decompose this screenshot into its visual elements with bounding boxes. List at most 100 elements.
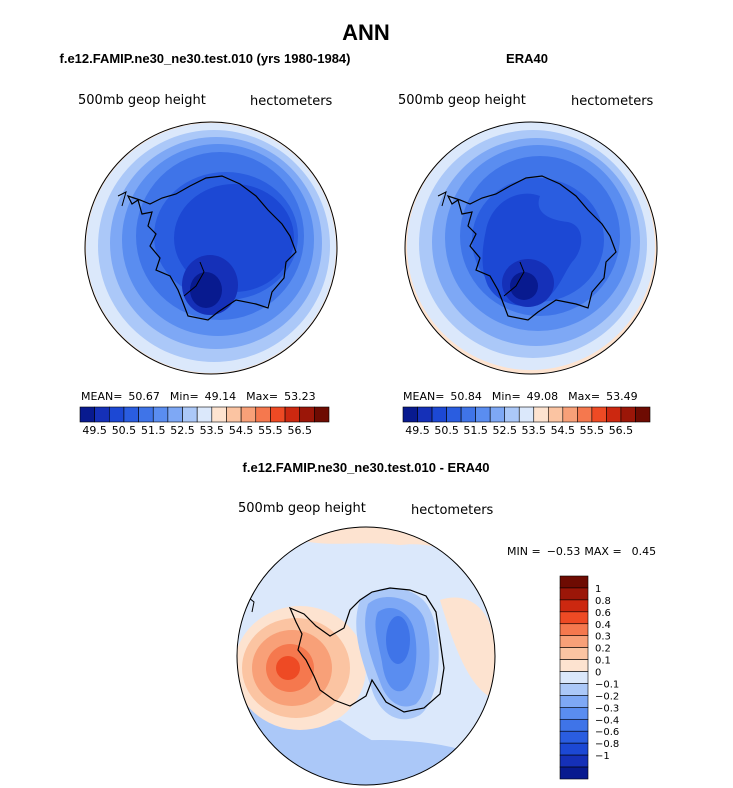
colorbar-swatch <box>402 406 418 423</box>
colorbar-tick-label: −0.1 <box>595 679 619 690</box>
colorbar-tick-label: 49.5 <box>405 424 430 437</box>
colorbar-tick-label: 56.5 <box>287 424 312 437</box>
colorbar-tick-label: 1 <box>595 584 601 595</box>
colorbar-swatch <box>559 623 589 637</box>
colorbar-swatch <box>559 766 589 780</box>
colorbar-swatch <box>446 406 462 423</box>
colorbar-swatch <box>559 599 589 613</box>
map-outline <box>84 121 338 375</box>
colorbar-tick-label: 51.5 <box>463 424 488 437</box>
panel-obs-stats: MEAN= 50.84 Min= 49.08 Max= 53.49 <box>403 390 638 403</box>
colorbar-swatch <box>562 406 578 423</box>
colorbar-tick-label: 50.5 <box>112 424 137 437</box>
panel-obs: ERA40 500mb geop height hectometers MEAN… <box>398 51 658 437</box>
colorbar-swatch <box>547 406 564 423</box>
colorbar-swatch <box>226 406 242 423</box>
colorbar-swatch <box>533 406 549 423</box>
colorbar-swatch <box>559 635 589 648</box>
colorbar-swatch <box>431 406 447 423</box>
colorbar-tick-label: −0.2 <box>595 691 619 702</box>
panel-diff: f.e12.FAMIP.ne30_ne30.test.010 - ERA40 5… <box>236 460 656 786</box>
colorbar-swatch <box>559 707 589 720</box>
colorbar-tick-label: 0.1 <box>595 656 611 667</box>
colorbar-tick-label: 55.5 <box>258 424 283 437</box>
colorbar-swatch <box>635 406 651 423</box>
panel-model-left-label: 500mb geop height <box>78 93 206 108</box>
panel-model: f.e12.FAMIP.ne30_ne30.test.010 (yrs 1980… <box>60 51 351 437</box>
colorbar-swatch <box>152 406 169 423</box>
colorbar-tick-label: 0.4 <box>595 620 611 631</box>
colorbar-tick-label: 0 <box>595 668 601 679</box>
panel-obs-colorbar-labels: 49.5 50.5 51.5 52.5 53.5 54.5 55.5 56.5 <box>405 424 633 437</box>
colorbar-tick-label: 0.2 <box>595 644 611 655</box>
colorbar-tick-label: −0.4 <box>595 715 619 726</box>
colorbar-swatch <box>559 718 589 732</box>
colorbar-swatch <box>108 406 125 423</box>
colorbar-swatch <box>255 406 271 423</box>
panel-obs-map <box>405 122 657 374</box>
colorbar-swatch <box>460 406 476 423</box>
panel-model-stats: MEAN= 50.67 Min= 49.14 Max= 53.23 <box>81 390 316 403</box>
colorbar-swatch <box>559 742 589 756</box>
colorbar-tick-label: 51.5 <box>141 424 166 437</box>
panel-diff-colorbar-labels: 10.80.60.40.30.20.10−0.1−0.2−0.3−0.4−0.6… <box>595 584 619 762</box>
colorbar-tick-label: 56.5 <box>609 424 634 437</box>
panel-model-right-label: hectometers <box>250 94 333 109</box>
colorbar-tick-label: −0.3 <box>595 703 619 714</box>
panel-model-map <box>85 122 337 374</box>
colorbar-swatch <box>559 659 589 672</box>
colorbar-swatch <box>559 754 589 768</box>
colorbar-swatch <box>138 406 154 423</box>
panel-model-colorbar-labels: 49.5 50.5 51.5 52.5 53.5 54.5 55.5 56.5 <box>82 424 312 437</box>
colorbar-swatch <box>559 611 589 625</box>
map-outline <box>236 526 496 786</box>
antarctica-coast <box>446 175 617 321</box>
colorbar-tick-label: 49.5 <box>82 424 107 437</box>
antarctica-coast <box>288 587 445 713</box>
colorbar-tick-label: 53.5 <box>522 424 547 437</box>
panel-diff-map <box>237 527 495 785</box>
map-outline <box>404 121 658 375</box>
colorbar-tick-label: 55.5 <box>580 424 605 437</box>
colorbar-swatch <box>518 406 535 423</box>
colorbar-swatch <box>591 406 607 423</box>
colorbar-tick-label: 0.6 <box>595 608 611 619</box>
colorbar-swatch <box>284 406 301 423</box>
panel-diff-right-label: hectometers <box>411 503 494 518</box>
colorbar-swatch <box>123 406 139 423</box>
colorbar-tick-label: 0.3 <box>595 632 611 643</box>
main-title: ANN <box>342 20 390 45</box>
antarctica-coast <box>126 175 297 321</box>
colorbar-swatch <box>475 406 491 423</box>
colorbar-swatch <box>620 406 636 423</box>
colorbar-swatch <box>559 587 589 601</box>
colorbar-swatch <box>577 406 593 423</box>
colorbar-swatch <box>417 406 433 423</box>
colorbar-swatch <box>504 406 520 423</box>
panel-obs-right-label: hectometers <box>571 94 654 109</box>
colorbar-tick-label: −0.6 <box>595 727 619 738</box>
colorbar-swatch <box>270 406 286 423</box>
colorbar-tick-label: 52.5 <box>170 424 195 437</box>
colorbar-swatch <box>559 647 589 660</box>
panel-obs-title: ERA40 <box>506 51 548 66</box>
colorbar-tick-label: 53.5 <box>200 424 225 437</box>
colorbar-tick-label: 0.8 <box>595 596 611 607</box>
colorbar-swatch <box>559 695 589 708</box>
colorbar-swatch <box>182 406 198 423</box>
panel-diff-title: f.e12.FAMIP.ne30_ne30.test.010 - ERA40 <box>243 460 490 475</box>
panel-diff-stats: MIN = −0.53 MAX = 0.45 <box>507 545 656 558</box>
panel-obs-colorbar <box>402 406 651 423</box>
colorbar-swatch <box>559 575 589 589</box>
colorbar-swatch <box>559 671 589 684</box>
panel-diff-left-label: 500mb geop height <box>238 501 366 516</box>
panel-obs-left-label: 500mb geop height <box>398 93 526 108</box>
colorbar-swatch <box>489 406 506 423</box>
colorbar-swatch <box>211 406 227 423</box>
colorbar-swatch <box>299 406 315 423</box>
colorbar-tick-label: 52.5 <box>492 424 517 437</box>
colorbar-swatch <box>559 730 589 744</box>
panel-diff-colorbar <box>559 575 589 780</box>
colorbar-tick-label: −1 <box>595 751 610 762</box>
